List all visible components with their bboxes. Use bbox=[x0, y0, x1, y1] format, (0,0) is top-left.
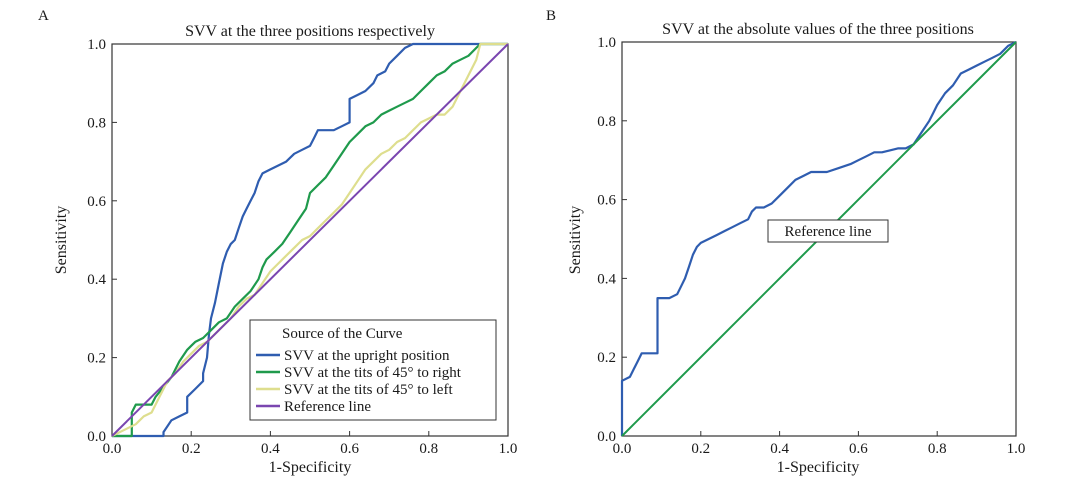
panel-a-ytick-label: 0.0 bbox=[87, 429, 106, 445]
panel-a-xtick-label: 0.2 bbox=[182, 441, 201, 457]
panel-a-ytick-label: 0.6 bbox=[87, 194, 106, 210]
panel-a-xlabel: 1-Specificity bbox=[269, 459, 352, 476]
panel-b-xlabel: 1-Specificity bbox=[777, 459, 860, 476]
panel-a-title: SVV at the three positions respectively bbox=[185, 23, 435, 40]
panel-a-ylabel: Sensitivity bbox=[53, 206, 70, 274]
panel-b-ytick-label: 0.2 bbox=[597, 350, 616, 366]
panel-b-label: B bbox=[546, 8, 556, 24]
panel-a-xtick-label: 0.4 bbox=[261, 441, 280, 457]
panel-b-roc-chart: B SVV at the absolute values of the thre… bbox=[546, 8, 1025, 476]
legend-entry-right: SVV at the tits of 45° to right bbox=[284, 365, 462, 381]
panel-b-ytick-label: 0.8 bbox=[597, 114, 616, 130]
panel-b-ytick-label: 0.6 bbox=[597, 193, 616, 209]
panel-b-title: SVV at the absolute values of the three … bbox=[662, 21, 974, 38]
panel-a-xtick-label: 1.0 bbox=[499, 441, 518, 457]
panel-a-ytick-label: 0.4 bbox=[87, 272, 106, 288]
panel-b-ytick-label: 0.0 bbox=[597, 429, 616, 445]
panel-b-xtick-label: 1.0 bbox=[1007, 441, 1026, 457]
panel-a-xtick-label: 0.8 bbox=[419, 441, 438, 457]
reference-line-annotation-box bbox=[767, 219, 889, 243]
legend-entry-reference: Reference line bbox=[284, 399, 371, 415]
panel-a-ytick-label: 1.0 bbox=[87, 37, 106, 53]
panel-b-xtick-label: 0.6 bbox=[849, 441, 868, 457]
panel-a-series-line-reference-line bbox=[111, 43, 509, 437]
panel-b-plot-frame bbox=[621, 41, 1017, 437]
panel-a-series bbox=[111, 42, 509, 438]
legend-entry-upright: SVV at the upright position bbox=[284, 348, 450, 364]
panel-b-xtick-label: 0.4 bbox=[770, 441, 789, 457]
panel-a-plot-frame bbox=[111, 43, 509, 437]
panel-a-label: A bbox=[38, 8, 49, 24]
panel-a-ytick-label: 0.8 bbox=[87, 115, 106, 131]
panel-b-xtick-label: 0.8 bbox=[928, 441, 947, 457]
panel-a-series-line-svv-at-the-upright-position bbox=[112, 42, 508, 438]
panel-b-series-line-svv bbox=[620, 41, 1017, 436]
legend-box bbox=[249, 319, 497, 421]
panel-a-ytick-label: 0.2 bbox=[87, 351, 106, 367]
panel-a-xtick-label: 0.6 bbox=[340, 441, 359, 457]
legend-title: Source of the Curve bbox=[282, 326, 403, 342]
panel-a-axes: 0.0 0.2 0.4 0.6 0.8 1.0 0.0 0.2 0.4 0.6 0.8 1.0 bbox=[87, 37, 517, 457]
panel-b-ytick-label: 0.4 bbox=[597, 271, 616, 287]
panel-a-series-line-svv-at-the-tits-of-45-to-left bbox=[111, 42, 508, 437]
panel-a-legend: Source of the Curve SVV at the upright p… bbox=[249, 319, 497, 421]
reference-line-annotation: Reference line bbox=[784, 224, 871, 240]
legend-entry-left: SVV at the tits of 45° to left bbox=[284, 382, 453, 398]
panel-b-axes: 0.0 0.2 0.4 0.6 0.8 1.0 0.0 0.2 0.4 0.6 0.8 1.0 bbox=[597, 35, 1025, 457]
panel-a-series-line-svv-at-the-tits-of-45-to-right bbox=[112, 42, 508, 438]
panel-b-ylabel: Sensitivity bbox=[567, 206, 584, 274]
panel-b-ytick-label: 1.0 bbox=[597, 35, 616, 51]
panel-a-xtick-label: 0.0 bbox=[103, 441, 122, 457]
panel-b-xtick-label: 0.0 bbox=[613, 441, 632, 457]
panel-a-roc-chart: A SVV at the three positions respectivel… bbox=[38, 8, 517, 476]
panel-b-xtick-label: 0.2 bbox=[691, 441, 710, 457]
